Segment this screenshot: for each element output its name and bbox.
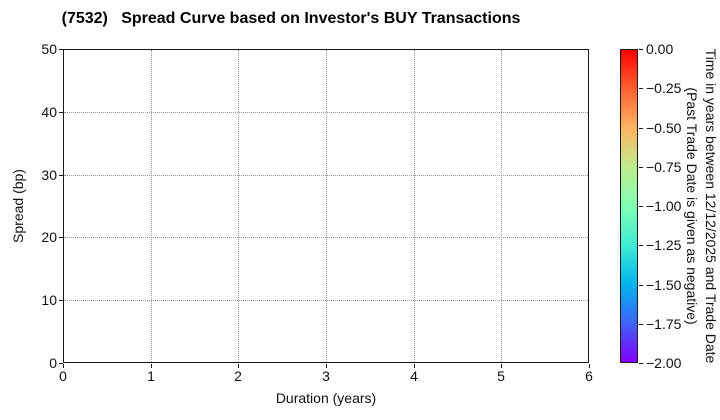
y-tick-label: 40 [41, 104, 57, 120]
x-tick-label: 1 [147, 368, 155, 384]
colorbar-tick-mark [639, 324, 643, 325]
y-tick-mark [59, 363, 63, 364]
y-gridline [64, 175, 588, 176]
y-tick-mark [59, 112, 63, 113]
x-tick-label: 0 [59, 368, 67, 384]
x-tick-mark [501, 364, 502, 368]
colorbar-tick-label: 0.00 [646, 41, 674, 57]
plot-area [63, 49, 589, 363]
y-tick-label: 50 [41, 41, 57, 57]
x-tick-mark [326, 364, 327, 368]
y-tick-mark [59, 175, 63, 176]
y-tick-label: 20 [41, 229, 57, 245]
colorbar-tick-label: −1.75 [646, 316, 682, 332]
colorbar [620, 49, 638, 363]
x-gridline [326, 50, 327, 362]
y-tick-mark [59, 237, 63, 238]
colorbar-tick-mark [639, 363, 643, 364]
x-axis-label: Duration (years) [275, 390, 377, 406]
x-tick-mark [414, 364, 415, 368]
colorbar-label-line1: Time in years between 12/12/2025 and Tra… [703, 48, 719, 364]
colorbar-tick-label: −1.25 [646, 237, 682, 253]
colorbar-tick-mark [639, 167, 643, 168]
x-tick-mark [63, 364, 64, 368]
x-gridline [238, 50, 239, 362]
y-tick-label: 0 [49, 355, 57, 371]
colorbar-tick-label: −2.00 [646, 355, 682, 371]
colorbar-tick-label: −1.50 [646, 277, 682, 293]
x-gridline [414, 50, 415, 362]
x-tick-label: 3 [322, 368, 330, 384]
y-gridline [64, 112, 588, 113]
colorbar-tick-label: −0.50 [646, 120, 682, 136]
y-tick-mark [59, 300, 63, 301]
y-tick-label: 10 [41, 292, 57, 308]
colorbar-tick-label: −0.75 [646, 159, 682, 175]
y-tick-label: 30 [41, 167, 57, 183]
x-tick-label: 2 [234, 368, 242, 384]
colorbar-tick-mark [639, 285, 643, 286]
colorbar-tick-label: −1.00 [646, 198, 682, 214]
colorbar-axis-label: Time in years between 12/12/2025 and Tra… [682, 49, 720, 364]
colorbar-tick-mark [639, 88, 643, 89]
x-gridline [501, 50, 502, 362]
colorbar-tick-mark [639, 128, 643, 129]
colorbar-tick-mark [639, 49, 643, 50]
colorbar-tick-label: −0.25 [646, 80, 682, 96]
colorbar-tick-mark [639, 245, 643, 246]
x-tick-mark [238, 364, 239, 368]
y-tick-mark [59, 49, 63, 50]
colorbar-tick-mark [639, 206, 643, 207]
y-gridline [64, 300, 588, 301]
x-tick-label: 5 [497, 368, 505, 384]
colorbar-label-line2: (Past Trade Date is given as negative) [684, 87, 700, 325]
y-gridline [64, 237, 588, 238]
x-tick-label: 4 [410, 368, 418, 384]
chart-title: (7532) Spread Curve based on Investor's … [61, 10, 521, 27]
x-tick-mark [151, 364, 152, 368]
x-gridline [151, 50, 152, 362]
x-tick-mark [589, 364, 590, 368]
x-tick-label: 6 [585, 368, 593, 384]
